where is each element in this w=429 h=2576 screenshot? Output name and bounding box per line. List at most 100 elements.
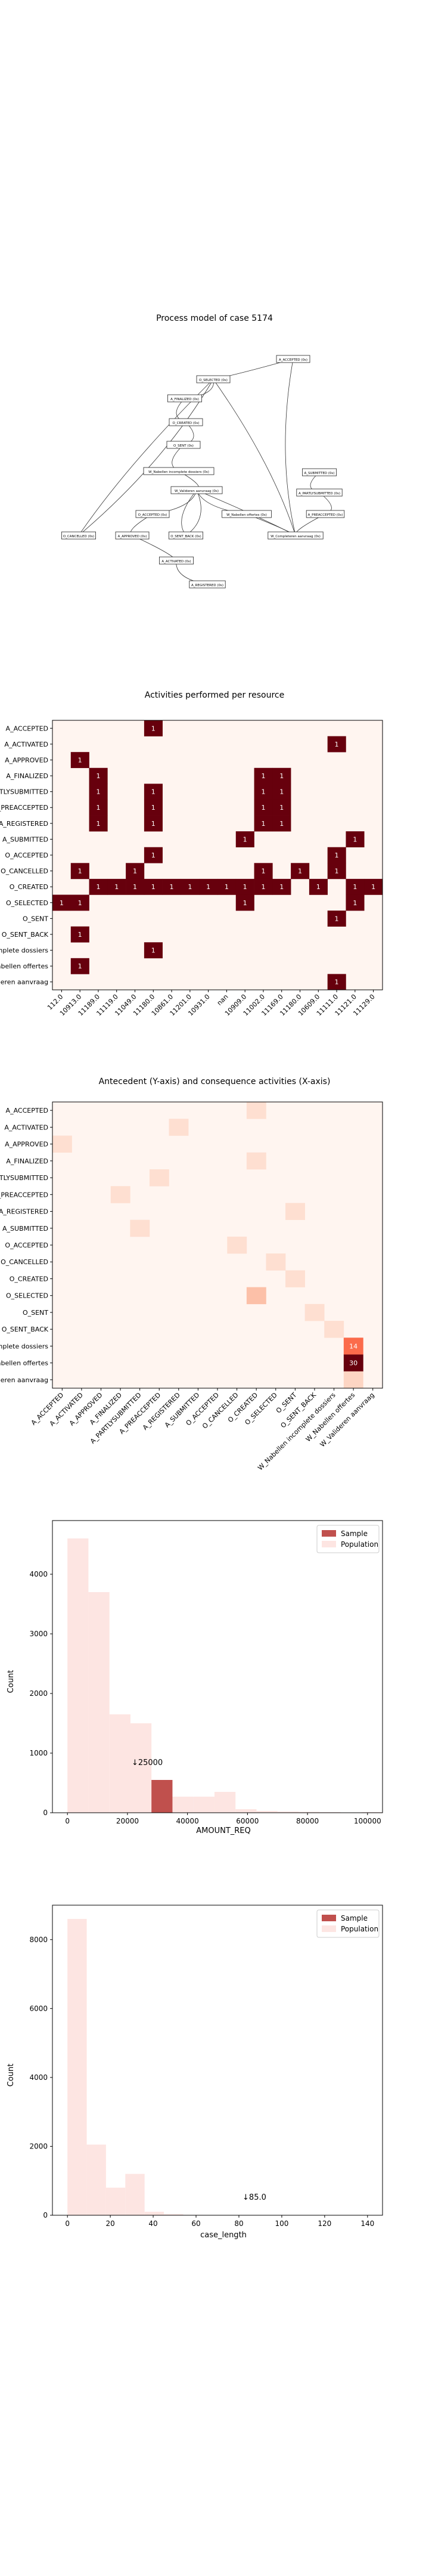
resource-heatmap-cell-label: 1 — [279, 820, 284, 828]
resource-heatmap-cell-label: 1 — [78, 931, 82, 939]
antecedent-heatmap-cell — [324, 1321, 344, 1338]
resource-heatmap-row-label: O_SENT — [23, 915, 48, 922]
resource-heatmap-row-label: O_SENT_BACK — [2, 931, 49, 939]
resource-heatmap-cell-label: 1 — [279, 788, 284, 796]
antecedent-heatmap-cell — [52, 1135, 72, 1153]
amount-req-legend-label-population: Population — [341, 1540, 378, 1549]
antecedent-heatmap-cell — [343, 1354, 363, 1372]
antecedent-heatmap: Antecedent (Y-axis) and consequence acti… — [0, 1077, 383, 1472]
antecedent-heatmap-row-label: A_REGISTERED — [0, 1208, 48, 1216]
resource-heatmap-cell — [235, 878, 254, 895]
resource-heatmap-cell — [272, 815, 291, 832]
case-length-xtick: 0 — [65, 2219, 70, 2228]
case-length-bar-population — [164, 2214, 184, 2215]
antecedent-heatmap-row-label: A_APPROVED — [5, 1141, 48, 1148]
diagram-node-a-submitted: A_SUBMITTED (0s) — [301, 468, 337, 476]
antecedent-heatmap-cell — [266, 1253, 286, 1271]
resource-heatmap-cell — [217, 878, 237, 895]
antecedent-heatmap-cell — [285, 1203, 305, 1220]
resource-heatmap-cell — [364, 878, 383, 895]
diagram-node-o-sent: O_SENT (0s) — [166, 441, 201, 449]
resource-heatmap-cell-label: 1 — [371, 883, 375, 891]
resource-heatmap-row-label: A_SUBMITTED — [2, 835, 48, 843]
resource-heatmap-cell — [181, 878, 200, 895]
antecedent-heatmap-row-label: A_FINALIZED — [6, 1157, 48, 1165]
antecedent-heatmap-row-label: O_CREATED — [10, 1275, 48, 1283]
case-length-ytick: 4000 — [29, 2073, 48, 2082]
resource-heatmap-cell — [70, 863, 89, 880]
resource-heatmap-cell-label: 1 — [335, 868, 339, 875]
resource-heatmap-cell — [52, 894, 72, 911]
resource-heatmap-cell — [235, 831, 254, 848]
case-length-bar-population — [67, 1919, 87, 2215]
antecedent-heatmap-row-label: W_Nabellen incomplete dossiers — [0, 1342, 48, 1350]
svg-text:A_PREACCEPTED (0s): A_PREACCEPTED (0s) — [308, 513, 343, 517]
amount-req-xtick: 80000 — [296, 1817, 319, 1825]
amount-req-bar-population — [88, 1592, 110, 1813]
amount-req-ytick: 1000 — [29, 1749, 48, 1757]
resource-heatmap-cell — [144, 799, 163, 816]
resource-heatmap: Activities performed per resource 1 1 1 1 1 1… — [0, 691, 383, 1017]
resource-heatmap-cell — [70, 752, 89, 769]
case-length-histogram: 0 20 40 60 80 100 120 140 0 2000 4000 6000 8000 ↓85.0… — [7, 1905, 383, 2240]
resource-heatmap-cell — [107, 878, 126, 895]
svg-text:W_Valideren aanvraag (0s): W_Valideren aanvraag (0s) — [175, 490, 219, 493]
resource-heatmap-cell — [89, 784, 108, 800]
antecedent-heatmap-cell — [246, 1287, 266, 1305]
diagram-node-a-partlysubmitted: A_PARTLYSUBMITTED (0s) — [296, 488, 343, 497]
resource-heatmap-cell-label: 1 — [96, 883, 100, 891]
antecedent-heatmap-row-label: W_Nabellen offertes — [0, 1360, 48, 1367]
amount-req-bar-sample — [151, 1780, 173, 1813]
resource-heatmap-cell-label: 1 — [353, 883, 357, 891]
svg-text:W_Completeren aanvraag (0s): W_Completeren aanvraag (0s) — [271, 535, 321, 538]
antecedent-heatmap-cell — [110, 1186, 130, 1203]
case-length-xtick: 40 — [148, 2219, 157, 2228]
diagram-node-o-created: O_CREATED (0s) — [169, 418, 203, 426]
antecedent-heatmap-row-label: O_SELECTED — [6, 1292, 48, 1300]
case-length-xtick: 80 — [234, 2219, 243, 2228]
svg-text:A_SUBMITTED (0s): A_SUBMITTED (0s) — [304, 472, 335, 475]
resource-heatmap-cell — [89, 878, 108, 895]
resource-heatmap-row-label: A_ACCEPTED — [6, 724, 48, 732]
resource-heatmap-cell-label: 1 — [96, 804, 100, 812]
amount-req-xtick: 40000 — [176, 1817, 199, 1825]
resource-heatmap-cell — [346, 894, 365, 911]
resource-heatmap-row-label: A_APPROVED — [5, 756, 48, 764]
diagram-node-a-registered: A_REGISTERED (0s) — [189, 580, 226, 589]
resource-heatmap-cell — [70, 926, 89, 943]
resource-heatmap-cell — [126, 878, 145, 895]
resource-heatmap-cell — [346, 831, 365, 848]
case-length-ylabel: Count — [7, 2064, 15, 2087]
diagram-node-o-selected: O_SELECTED (0s) — [196, 375, 231, 383]
resource-heatmap-cell — [254, 799, 273, 816]
amount-req-ytick: 4000 — [29, 1570, 48, 1578]
antecedent-heatmap-cell-label: 30 — [349, 1360, 358, 1367]
resource-heatmap-cell — [89, 767, 108, 784]
resource-heatmap-cell — [327, 911, 346, 927]
case-length-xtick: 20 — [105, 2219, 114, 2228]
case-length-xtick: 60 — [191, 2219, 200, 2228]
amount-req-xtick: 20000 — [116, 1817, 139, 1825]
antecedent-heatmap-row-label: W_Valideren aanvraag — [0, 1376, 48, 1384]
antecedent-heatmap-cell — [169, 1119, 189, 1136]
resource-heatmap-row-label: A_PREACCEPTED — [0, 804, 48, 812]
amount-req-bar-population — [109, 1714, 130, 1813]
diagram-node-w-nabellen: W_Nabellen incomplete dossiers (0s) — [143, 467, 214, 475]
diagram-node-w-nabellen-offertes: W_Nabellen offertes (0s) — [222, 510, 272, 518]
resource-heatmap-row-label: W_Nabellen offertes — [0, 962, 48, 970]
antecedent-heatmap-cell — [343, 1337, 363, 1355]
amount-req-annotation: ↓25000 — [132, 1758, 163, 1767]
resource-heatmap-cell — [309, 878, 328, 895]
resource-heatmap-cell — [272, 878, 291, 895]
resource-heatmap-cell-label: 1 — [279, 883, 284, 891]
antecedent-heatmap-row-label: O_CANCELLED — [1, 1258, 48, 1266]
antecedent-heatmap-cell — [285, 1270, 305, 1287]
resource-heatmap-cell — [70, 894, 89, 911]
svg-text:O_SENT_BACK (0s): O_SENT_BACK (0s) — [170, 535, 201, 538]
resource-heatmap-cell-label: 1 — [78, 962, 82, 970]
antecedent-heatmap-col-label: A_ACCEPTED — [30, 1391, 66, 1427]
amount-req-xtick: 0 — [65, 1817, 70, 1825]
svg-text:W_Nabellen incomplete dossiers: W_Nabellen incomplete dossiers (0s) — [148, 470, 209, 474]
resource-heatmap-row-label: A_PARTLYSUBMITTED — [0, 788, 48, 796]
amount-req-legend-label-sample: Sample — [341, 1530, 368, 1538]
